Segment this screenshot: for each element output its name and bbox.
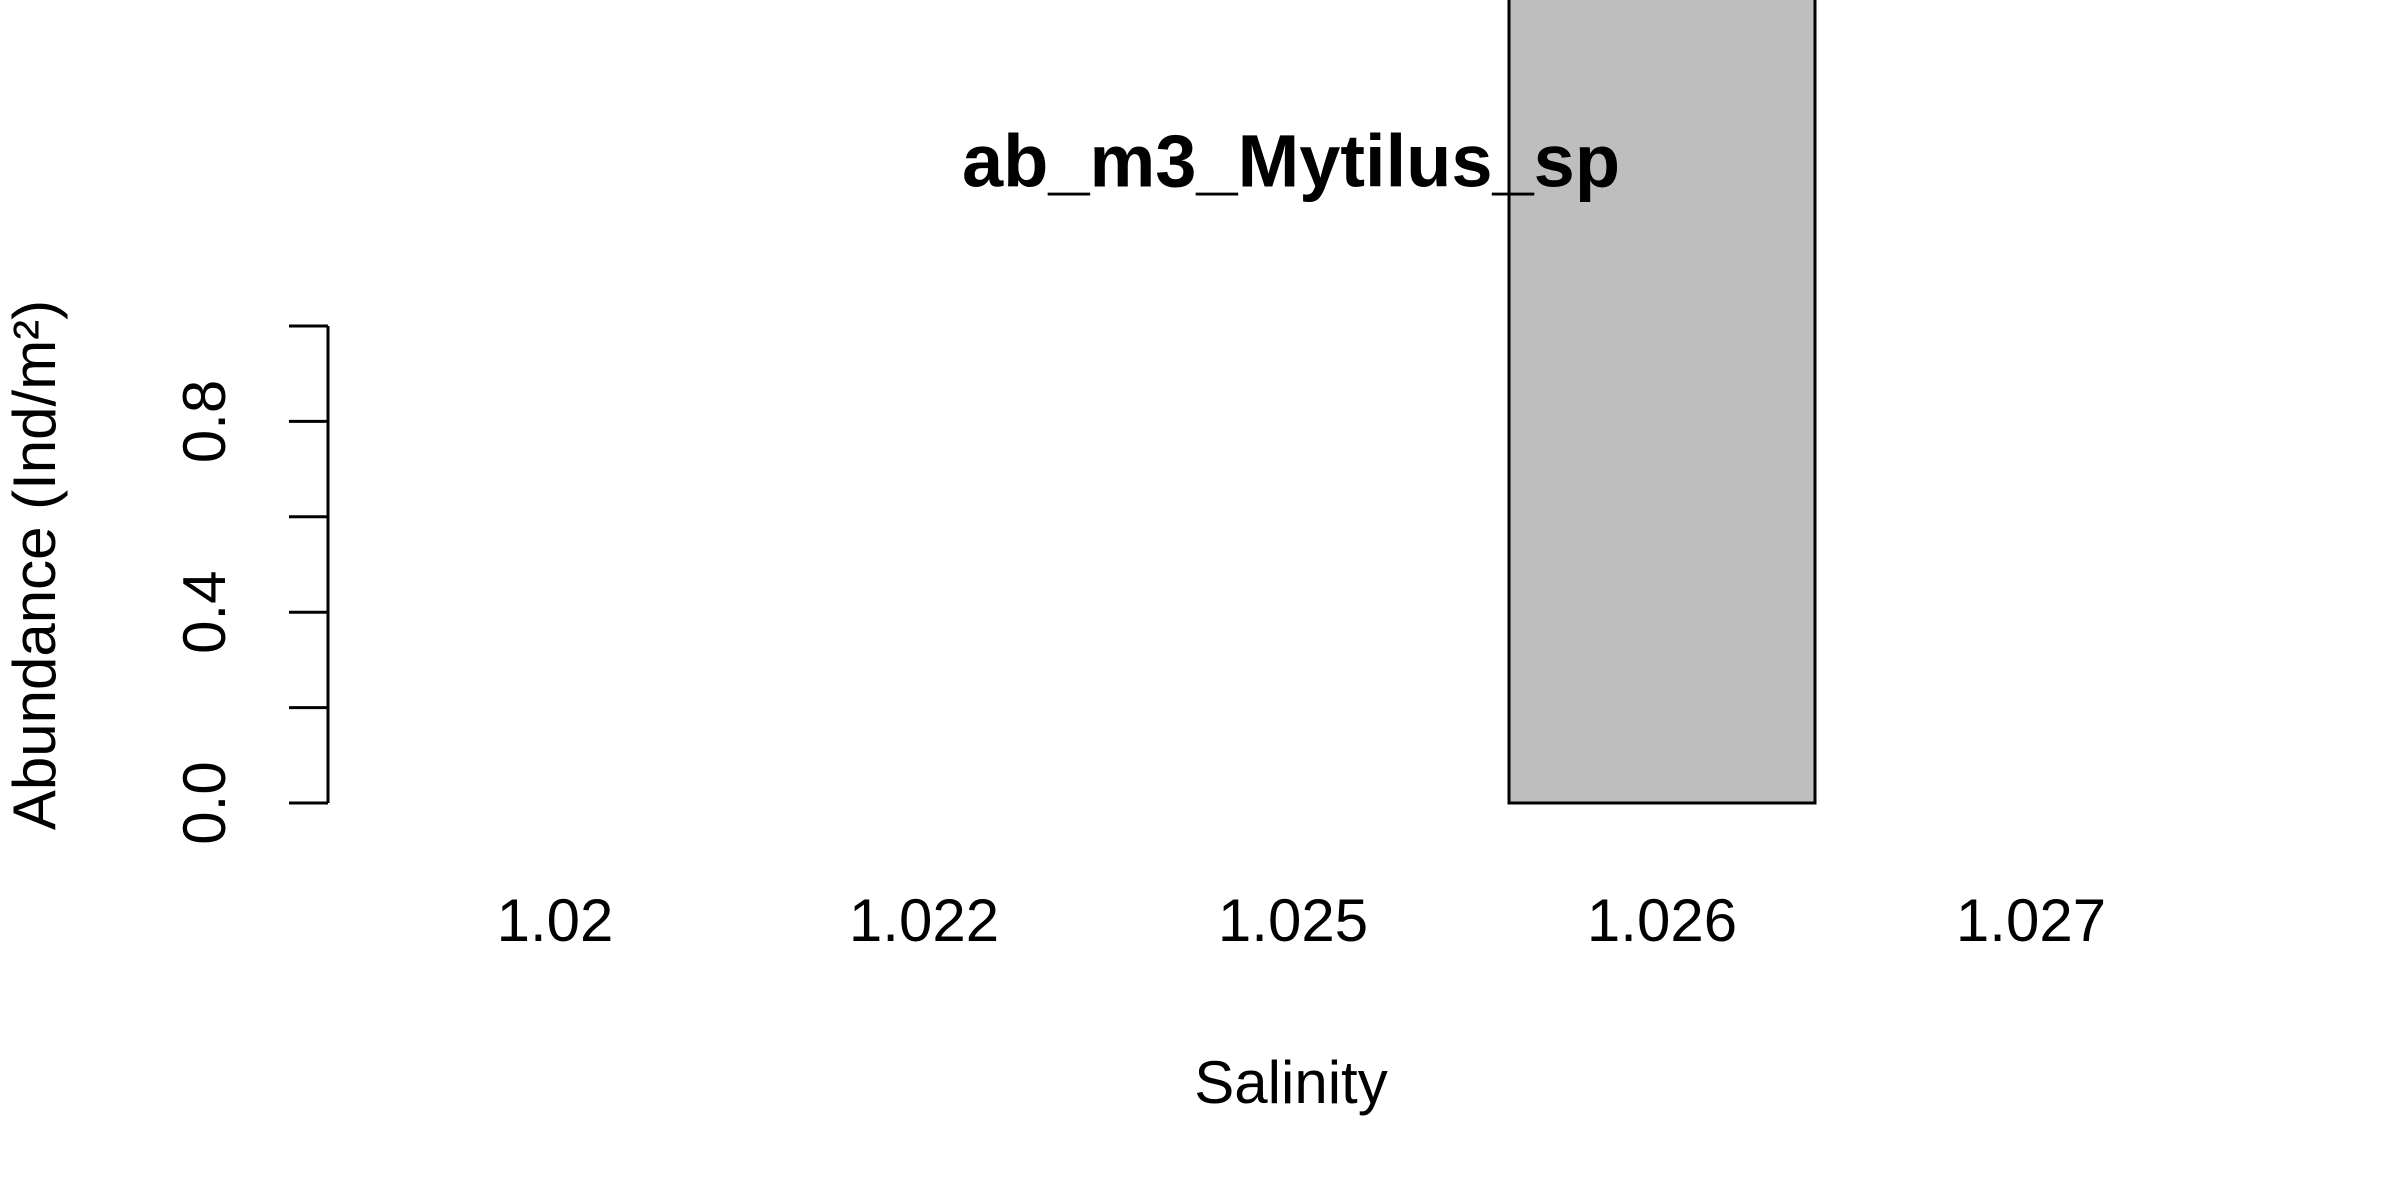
- x-tick-label: 1.025: [1218, 887, 1368, 954]
- y-tick-label: 0.8: [171, 380, 238, 463]
- x-tick-label: 1.022: [849, 887, 999, 954]
- chart-title: ab_m3_Mytilus_sp: [962, 120, 1620, 203]
- bars: [1507, 0, 1817, 805]
- y-tick-label: 0.0: [171, 761, 238, 844]
- x-tick-label: 1.027: [1956, 887, 2106, 954]
- bar: [1507, 0, 1817, 805]
- x-tick-label: 1.02: [497, 887, 614, 954]
- x-tick-label: 1.026: [1587, 887, 1737, 954]
- y-axis-label: Abundance (Ind/m²): [1, 300, 68, 830]
- x-axis-label: Salinity: [1194, 1049, 1387, 1116]
- y-tick-label: 0.4: [171, 570, 238, 653]
